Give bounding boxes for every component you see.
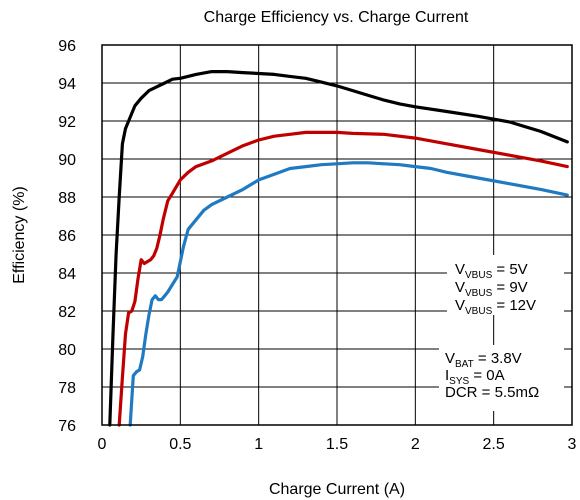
- y-tick-label: 86: [58, 228, 76, 245]
- legend-entry-3: VVBUS = 12V: [455, 297, 536, 317]
- annotation-line-2: ISYS = 0A: [445, 367, 505, 387]
- series-line-2: [117, 130, 569, 427]
- x-tick-label: 2.5: [483, 436, 505, 453]
- y-tick-label: 76: [58, 418, 76, 435]
- x-tick-label: 2: [411, 436, 420, 453]
- y-tick-label: 94: [58, 76, 76, 93]
- series-layer: [108, 69, 569, 427]
- y-tick-label: 82: [58, 304, 76, 321]
- series-line-1: [108, 69, 569, 427]
- annotation-box: [439, 345, 564, 411]
- y-tick-label: 88: [58, 190, 76, 207]
- x-axis-label: Charge Current (A): [269, 481, 405, 498]
- grid-lines: [102, 45, 572, 425]
- y-tick-label: 90: [58, 152, 76, 169]
- x-tick-label: 0.5: [169, 436, 191, 453]
- y-tick-labels: 76 78 80 82 84 86 88 90 92 94 96: [58, 38, 76, 435]
- x-tick-label: 1: [254, 436, 263, 453]
- plot-frame: [101, 44, 573, 426]
- y-tick-label: 78: [58, 380, 76, 397]
- series-line-3: [128, 161, 569, 427]
- y-tick-label: 80: [58, 342, 76, 359]
- x-tick-label: 0: [98, 436, 107, 453]
- legend-entry-1: VVBUS = 5V: [455, 261, 528, 281]
- annotation-line-1: VBAT = 3.8V: [445, 350, 522, 370]
- y-tick-label: 92: [58, 114, 76, 131]
- y-tick-label: 84: [58, 266, 76, 283]
- x-tick-label: 3: [568, 436, 577, 453]
- legend-box: [447, 255, 564, 315]
- y-axis-label: Efficiency (%): [11, 186, 28, 284]
- legend-entry-2: VVBUS = 9V: [455, 279, 528, 299]
- annotation-line-3: DCR = 5.5mΩ: [445, 384, 539, 401]
- y-tick-label: 96: [58, 38, 76, 55]
- x-tick-labels: 0 0.5 1 1.5 2 2.5 3: [98, 436, 577, 453]
- x-tick-label: 1.5: [326, 436, 348, 453]
- chart-title: Charge Efficiency vs. Charge Current: [204, 9, 469, 26]
